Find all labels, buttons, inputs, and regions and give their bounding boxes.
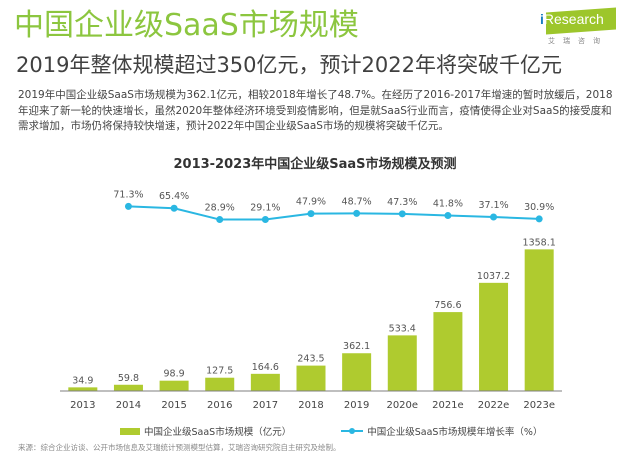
- growth-value-label: 71.3%: [113, 189, 143, 200]
- legend-item-line: 中国企业级SaaS市场规模年增长率（%）: [341, 424, 542, 438]
- growth-point-2021e: [444, 212, 452, 220]
- bar-value-label: 1037.2: [477, 271, 510, 282]
- bar-value-label: 34.9: [72, 375, 93, 386]
- description-paragraph: 2019年中国企业级SaaS市场规模为362.1亿元，相较2018年增长了48.…: [18, 89, 613, 132]
- growth-value-label: 30.9%: [524, 202, 554, 213]
- x-tick-label: 2016: [207, 400, 232, 411]
- bar-value-label: 243.5: [297, 354, 324, 365]
- x-tick-label: 2020e: [386, 400, 418, 411]
- growth-value-label: 37.1%: [478, 200, 508, 211]
- bar-2014: [113, 384, 143, 391]
- bar-2022e: [479, 282, 509, 391]
- page-title: 中国企业级SaaS市场规模: [14, 8, 359, 43]
- bar-value-label: 164.6: [252, 362, 279, 373]
- x-tick-label: 2017: [253, 400, 278, 411]
- bar-value-label: 756.6: [434, 300, 461, 311]
- bar-2016: [205, 377, 235, 391]
- x-tick-label: 2022e: [478, 400, 510, 411]
- logo-text: iResearch: [540, 11, 604, 27]
- growth-point-2017: [261, 215, 269, 223]
- growth-value-label: 29.1%: [250, 202, 280, 213]
- legend-line-label: 中国企业级SaaS市场规模年增长率（%）: [367, 427, 543, 438]
- logo-chinese: 艾瑞咨询: [548, 37, 608, 45]
- bar-value-label: 362.1: [343, 341, 370, 352]
- source-note: 来源：综合企业访谈、公开市场信息及艾瑞统计预测模型估算，艾瑞咨询研究院自主研究及…: [18, 443, 341, 452]
- legend-bar-label: 中国企业级SaaS市场规模（亿元）: [144, 427, 292, 438]
- growth-point-2020e: [398, 210, 406, 218]
- legend-bar-swatch: [120, 427, 140, 435]
- bar-2018: [296, 365, 326, 391]
- growth-line: [128, 205, 540, 221]
- growth-point-2014: [124, 202, 132, 210]
- growth-point-2019: [353, 209, 361, 217]
- legend-line-swatch: [341, 427, 364, 435]
- chart-legend: 中国企业级SaaS市场规模（亿元） 中国企业级SaaS市场规模年增长率（%）: [120, 424, 592, 438]
- chart-title: 2013-2023年中国企业级SaaS市场规模及预测: [173, 157, 457, 172]
- bar-2021e: [433, 312, 463, 391]
- growth-point-2022e: [490, 213, 498, 221]
- growth-point-2016: [216, 216, 224, 224]
- bar-2017: [250, 373, 280, 391]
- bars-layer: 34.9 59.8 98.9 127.5 164.6 243.5 362.1 533.4 756…: [68, 237, 556, 391]
- growth-value-label: 65.4%: [159, 191, 189, 202]
- bar-2015: [159, 380, 189, 391]
- bar-value-label: 1358.1: [523, 237, 556, 248]
- growth-value-label: 47.3%: [387, 197, 417, 208]
- growth-value-label: 41.8%: [433, 199, 463, 210]
- x-tick-label: 2014: [116, 400, 141, 411]
- bar-2020e: [387, 335, 417, 391]
- growth-point-2018: [307, 210, 315, 218]
- bar-value-label: 127.5: [206, 366, 233, 377]
- x-tick-label: 2015: [161, 400, 186, 411]
- iresearch-logo: iResearch 艾瑞咨询: [536, 7, 626, 48]
- x-tick-label: 2018: [298, 400, 323, 411]
- logo-i: i: [540, 11, 544, 27]
- bar-2023e: [524, 249, 554, 391]
- growth-value-label: 47.9%: [296, 197, 326, 208]
- logo-word: Research: [543, 11, 604, 27]
- bar-2013: [68, 387, 98, 391]
- legend-item-bar: 中国企业级SaaS市场规模（亿元）: [120, 424, 291, 438]
- growth-line-layer: 71.3% 65.4% 28.9% 29.1% 47.9% 48.7% 47.3% 41.8%…: [113, 189, 554, 224]
- bar-2019: [342, 353, 372, 391]
- growth-point-2015: [170, 204, 178, 212]
- x-tick-label: 2019: [344, 400, 369, 411]
- bar-value-label: 59.8: [118, 373, 139, 384]
- x-tick-label: 2023e: [523, 400, 555, 411]
- x-tick-label: 2021e: [432, 400, 464, 411]
- growth-value-label: 48.7%: [342, 196, 372, 207]
- page-subtitle: 2019年整体规模超过350亿元，预计2022年将突破千亿元: [16, 53, 562, 77]
- bar-value-label: 98.9: [164, 369, 185, 380]
- growth-point-2023e: [535, 215, 543, 223]
- x-tick-labels: 2013 2014 2015 2016 2017 2018 2019 2020e 2021e 20…: [70, 400, 555, 411]
- bar-value-label: 533.4: [389, 323, 416, 334]
- growth-value-label: 28.9%: [205, 203, 235, 214]
- x-tick-label: 2013: [70, 400, 95, 411]
